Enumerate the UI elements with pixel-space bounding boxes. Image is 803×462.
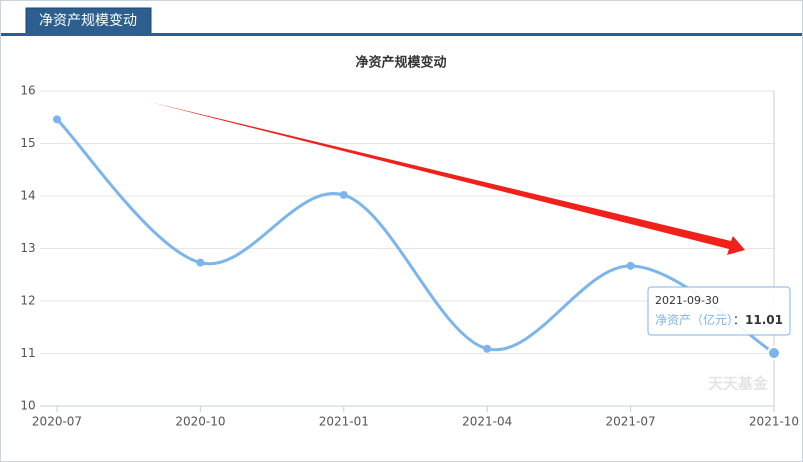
chart-title: 净资产规模变动 — [355, 55, 446, 71]
point — [626, 261, 635, 270]
tab-rule — [1, 33, 802, 36]
y-tick-label: 10 — [20, 399, 35, 413]
tooltip-part: 11.01 — [745, 312, 783, 326]
point — [483, 344, 492, 353]
y-tick-label: 14 — [20, 189, 35, 203]
y-tick-label: 13 — [20, 241, 35, 255]
y-tick-label: 11 — [20, 346, 35, 360]
watermark: 天天基金 — [708, 375, 769, 393]
tooltip-row: 净资产（亿元）：11.01 — [655, 311, 783, 326]
tab-label[interactable]: 净资产规模变动 — [39, 13, 137, 29]
y-tick-label: 15 — [20, 136, 35, 150]
plot: 10 11 12 13 14 15 16 2020-07 2020-10 2021-01 2021-… — [20, 84, 799, 429]
tab[interactable] — [25, 7, 152, 35]
x-tick-label: 2020-10 — [175, 415, 225, 429]
tooltip: 2021-09-30 净资产（亿元）：11.01 — [647, 286, 791, 336]
x-tick-label: 2021-10 — [749, 415, 799, 429]
x-tick-label: 2021-01 — [319, 415, 369, 429]
x-tick-label: 2021-07 — [606, 415, 656, 429]
tooltip-date: 2021-09-30 — [655, 294, 719, 307]
point — [196, 258, 205, 267]
x-tick-label: 2020-07 — [32, 415, 82, 429]
tooltip-part: 净资产（亿元） — [655, 311, 733, 326]
y-tick-label: 16 — [20, 84, 35, 98]
point — [339, 190, 348, 199]
line — [55, 118, 775, 355]
y-tick-label: 12 — [20, 294, 35, 308]
x-tick-label: 2021-04 — [462, 415, 512, 429]
point — [767, 345, 781, 360]
point — [53, 115, 61, 124]
tooltip-box — [647, 286, 791, 336]
tooltip-part: ： — [733, 312, 745, 326]
